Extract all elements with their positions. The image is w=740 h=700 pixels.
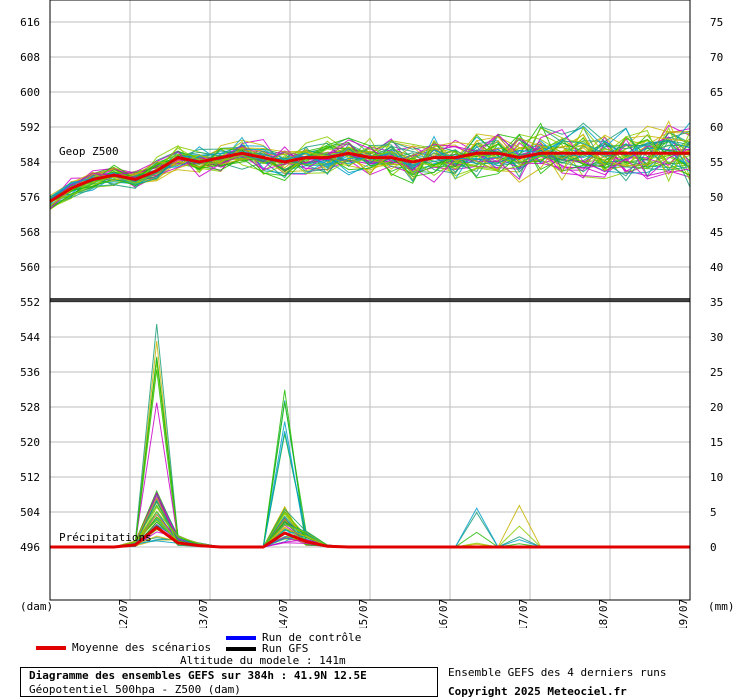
y-tick-label: 504 xyxy=(20,506,40,519)
y-right-tick-label: 0 xyxy=(710,541,717,554)
y-tick-label: 608 xyxy=(20,51,40,64)
chart-grid xyxy=(50,0,691,600)
ensemble-member-z500 xyxy=(49,133,691,209)
y-right-tick-label: 75 xyxy=(710,16,723,29)
y-right-tick-label: 35 xyxy=(710,296,723,309)
y-right-tick-label: 10 xyxy=(710,471,723,484)
y-tick-label: 584 xyxy=(20,156,40,169)
y-tick-label: 512 xyxy=(20,471,40,484)
x-tick-label: 13/07 xyxy=(197,599,210,628)
y-tick-label: 616 xyxy=(20,16,40,29)
legend: Moyenne des scénarios Run de contrôle Ru… xyxy=(0,628,740,700)
x-tick-label: 19/07 xyxy=(677,599,690,628)
x-tick-label: 18/07 xyxy=(597,599,610,628)
x-tick-label: 16/07 xyxy=(437,599,450,628)
info-subtitle: Géopotentiel 500hpa - Z500 (dam) xyxy=(29,683,241,696)
y-right-tick-label: 25 xyxy=(710,366,723,379)
panel-label-upper: Geop Z500 xyxy=(59,145,119,158)
mean-line-z500 xyxy=(49,151,690,203)
y-tick-label: 552 xyxy=(20,296,40,309)
y-right-tick-label: 5 xyxy=(710,506,717,519)
chart-axes: 6166086005925845765685605525445365285205… xyxy=(20,0,723,628)
y-right-tick-label: 20 xyxy=(710,401,723,414)
info-title: Diagramme des ensembles GEFS sur 384h : … xyxy=(29,669,367,682)
model-altitude: Altitude du modele : 141m xyxy=(180,654,346,667)
y-tick-label: 568 xyxy=(20,226,40,239)
y-left-unit: (dam) xyxy=(20,600,53,613)
legend-mean-swatch xyxy=(36,645,66,650)
x-tick-label: 17/07 xyxy=(517,599,530,628)
ensemble-member-z500 xyxy=(49,133,691,210)
y-right-unit: (mm) xyxy=(708,600,735,613)
y-right-tick-label: 45 xyxy=(710,226,723,239)
y-tick-label: 536 xyxy=(20,366,40,379)
plot-frame xyxy=(49,0,691,601)
y-right-tick-label: 70 xyxy=(710,51,723,64)
legend-control: Run de contrôle xyxy=(226,631,361,644)
mean-line-precip xyxy=(50,525,690,549)
y-right-tick-label: 60 xyxy=(710,121,723,134)
legend-gfs-label: Run GFS xyxy=(262,642,309,655)
legend-gfs: Run GFS xyxy=(226,642,308,655)
y-right-tick-label: 55 xyxy=(710,156,723,169)
y-right-tick-label: 15 xyxy=(710,436,723,449)
y-tick-label: 576 xyxy=(20,191,40,204)
ensemble-chart: 6166086005925845765685605525445365285205… xyxy=(20,0,735,628)
y-tick-label: 592 xyxy=(20,121,40,134)
info-box: Diagramme des ensembles GEFS sur 384h : … xyxy=(20,667,438,697)
x-tick-label: 14/07 xyxy=(277,599,290,628)
x-tick-label: 12/07 xyxy=(117,599,130,628)
legend-control-swatch xyxy=(226,635,256,640)
ensemble-member-z500 xyxy=(49,138,691,210)
y-tick-label: 544 xyxy=(20,331,40,344)
y-right-tick-label: 50 xyxy=(710,191,723,204)
legend-control-label: Run de contrôle xyxy=(262,631,362,644)
panel-label-lower: Précipitations xyxy=(59,531,152,544)
y-right-tick-label: 40 xyxy=(710,261,723,274)
y-tick-label: 560 xyxy=(20,261,40,274)
y-tick-label: 496 xyxy=(20,541,40,554)
y-right-tick-label: 65 xyxy=(710,86,723,99)
x-tick-label: 15/07 xyxy=(357,599,370,628)
legend-mean: Moyenne des scénarios xyxy=(36,641,211,654)
ensemble-member-z500 xyxy=(49,139,691,198)
y-tick-label: 528 xyxy=(20,401,40,414)
y-right-tick-label: 30 xyxy=(710,331,723,344)
y-tick-label: 600 xyxy=(20,86,40,99)
legend-gfs-swatch xyxy=(226,646,256,651)
y-tick-label: 520 xyxy=(20,436,40,449)
ensemble-member-z500 xyxy=(49,120,691,207)
mean-series xyxy=(49,151,690,549)
legend-mean-label: Moyenne des scénarios xyxy=(72,641,212,654)
runs-note: Ensemble GEFS des 4 derniers runs xyxy=(448,666,667,679)
copyright: Copyright 2025 Meteociel.fr xyxy=(448,685,627,698)
ensemble-member-z500 xyxy=(49,140,691,202)
